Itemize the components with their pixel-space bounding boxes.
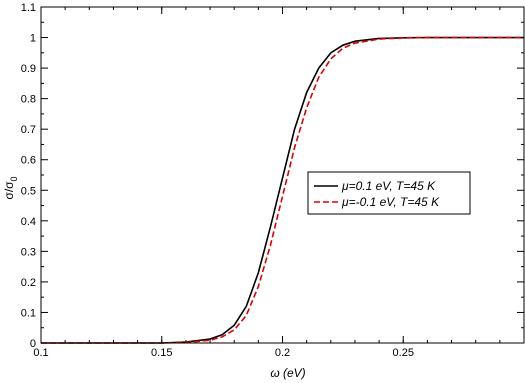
x-axis-title: ω (eV) — [270, 366, 305, 380]
x-tick-label: 0.15 — [151, 347, 172, 359]
plot-frame — [40, 6, 525, 344]
legend-label-series-2: μ=-0.1 eV, T=45 K — [341, 195, 440, 209]
y-tick-label: 1 — [30, 33, 36, 45]
y-axis-title-subscript: 0 — [9, 176, 19, 181]
series-line-1 — [41, 36, 524, 344]
y-tick-label: 0.4 — [21, 216, 36, 228]
x-tick-label: 0.1 — [33, 347, 48, 359]
legend-box — [307, 171, 471, 215]
y-tick-label: 0.8 — [21, 94, 36, 106]
y-tick-label: 0 — [30, 338, 36, 350]
y-axis-title: σ/σ0 — [2, 176, 19, 199]
y-tick-label: 1.1 — [21, 2, 36, 14]
legend: μ=0.1 eV, T=45 K μ=-0.1 eV, T=45 K — [307, 171, 471, 215]
x-tick-label: 0.25 — [393, 347, 414, 359]
series-line-2 — [41, 36, 524, 344]
y-tick-label: 0.1 — [21, 307, 36, 319]
y-tick-label: 0.5 — [21, 185, 36, 197]
x-tick-label: 0.2 — [275, 347, 290, 359]
y-tick-label: 0.6 — [21, 155, 36, 167]
y-tick-label: 0.9 — [21, 63, 36, 75]
y-axis-title-main: σ/σ — [2, 181, 16, 200]
legend-label-series-1: μ=0.1 eV, T=45 K — [341, 179, 436, 193]
series-layer — [41, 36, 524, 344]
y-tick-label: 0.3 — [21, 246, 36, 258]
y-tick-label: 0.7 — [21, 124, 36, 136]
svg-text:σ/σ0: σ/σ0 — [2, 176, 19, 199]
y-tick-label: 0.2 — [21, 277, 36, 289]
